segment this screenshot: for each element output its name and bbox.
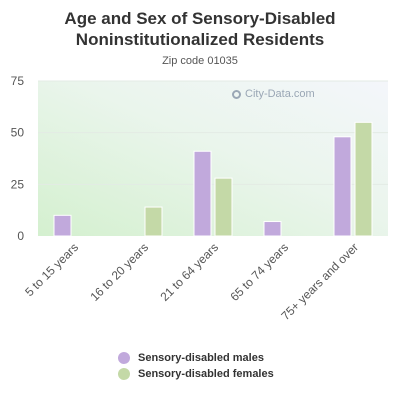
chart-subtitle: Zip code 01035	[162, 55, 238, 67]
bar-males-2	[193, 150, 212, 237]
legend-swatch-males	[118, 351, 130, 364]
x-tick-label-2: 21 to 64 years	[157, 240, 221, 304]
watermark-text: City-Data.com	[245, 88, 315, 100]
y-tick-label-75: 75	[11, 74, 25, 88]
magnifier-icon	[232, 89, 241, 99]
plot-area	[38, 81, 388, 236]
legend: Sensory-disabled males Sensory-disabled …	[118, 350, 274, 382]
y-tick-label-25: 25	[11, 177, 25, 191]
legend-item-males: Sensory-disabled males	[118, 350, 274, 365]
bar-females-1	[144, 206, 163, 237]
legend-label-females: Sensory-disabled females	[138, 367, 274, 380]
x-tick-label-0: 5 to 15 years	[22, 240, 81, 299]
bar-males-4	[333, 136, 352, 237]
bar-females-4	[354, 121, 373, 237]
bar-females-2	[214, 177, 233, 237]
x-tick-label-1: 16 to 20 years	[87, 240, 151, 304]
legend-label-males: Sensory-disabled males	[138, 351, 264, 364]
watermark: City-Data.com	[232, 88, 315, 100]
y-tick-label-0: 0	[17, 229, 24, 243]
x-tick-label-3: 65 to 74 years	[227, 240, 291, 304]
x-tick-label-4: 75+ years and over	[278, 240, 361, 323]
legend-swatch-females	[118, 367, 130, 380]
bar-males-3	[263, 221, 282, 237]
chart-title: Age and Sex of Sensory-Disabled Noninsti…	[64, 9, 336, 49]
y-tick-label-50: 50	[11, 126, 25, 140]
legend-item-females: Sensory-disabled females	[118, 366, 274, 381]
bar-males-0	[53, 214, 72, 237]
